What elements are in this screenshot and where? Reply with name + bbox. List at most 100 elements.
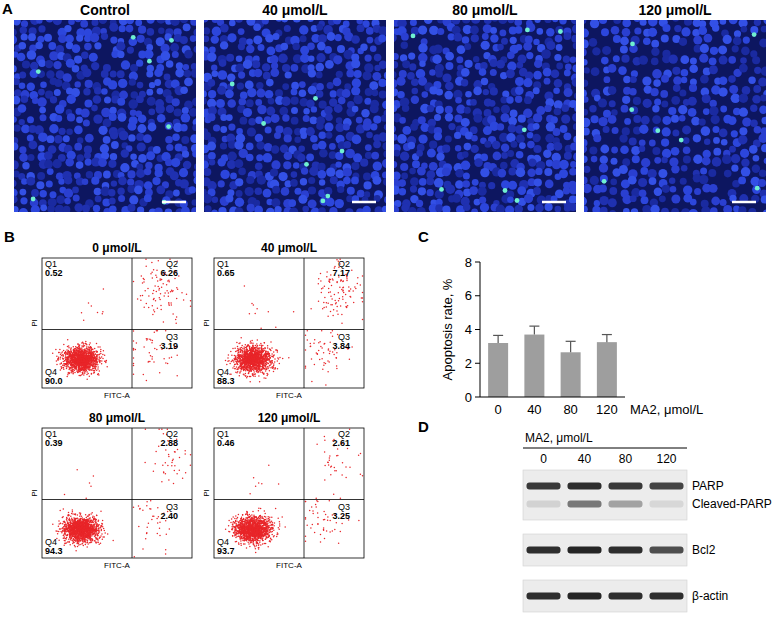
event-dot bbox=[171, 356, 173, 358]
nucleus bbox=[281, 43, 289, 51]
nucleus bbox=[631, 146, 640, 155]
nucleus bbox=[136, 60, 143, 67]
nucleus bbox=[411, 78, 419, 86]
nucleus bbox=[246, 45, 254, 53]
nucleus bbox=[761, 67, 770, 76]
nucleus bbox=[753, 85, 761, 93]
nucleus bbox=[365, 55, 372, 62]
event-dot bbox=[176, 316, 178, 318]
nucleus bbox=[155, 169, 163, 177]
event-dot bbox=[190, 300, 192, 302]
nucleus bbox=[336, 117, 343, 124]
nucleus bbox=[470, 99, 477, 106]
nucleus bbox=[37, 172, 45, 180]
nucleus bbox=[117, 70, 125, 78]
nucleus bbox=[235, 207, 244, 216]
nucleus bbox=[37, 36, 44, 43]
nucleus bbox=[591, 156, 598, 163]
nucleus bbox=[343, 168, 352, 177]
nucleus bbox=[741, 47, 750, 56]
event-dot bbox=[148, 361, 150, 363]
nucleus bbox=[622, 158, 630, 166]
nucleus bbox=[135, 19, 142, 26]
nucleus bbox=[663, 24, 671, 32]
nucleus bbox=[390, 185, 399, 194]
nucleus bbox=[763, 210, 770, 217]
nucleus bbox=[700, 75, 709, 84]
event-dot bbox=[175, 323, 177, 325]
tunel-positive bbox=[522, 127, 527, 132]
nucleus bbox=[528, 158, 536, 166]
nucleus bbox=[63, 135, 70, 142]
nucleus bbox=[258, 44, 265, 51]
nucleus bbox=[316, 24, 323, 31]
nucleus bbox=[640, 167, 648, 175]
nucleus bbox=[643, 37, 651, 45]
nucleus bbox=[267, 47, 276, 56]
nucleus bbox=[317, 170, 326, 179]
nucleus bbox=[184, 50, 193, 59]
nucleus bbox=[36, 17, 42, 23]
nucleus bbox=[732, 45, 739, 52]
nucleus bbox=[354, 70, 362, 78]
nucleus bbox=[220, 170, 229, 179]
nucleus bbox=[483, 89, 489, 95]
tunel-positive bbox=[325, 194, 330, 199]
nucleus bbox=[121, 60, 130, 69]
nucleus bbox=[554, 108, 562, 116]
nucleus bbox=[13, 124, 20, 131]
nucleus bbox=[297, 154, 305, 162]
nucleus bbox=[82, 179, 89, 186]
nucleus bbox=[764, 16, 773, 25]
tunel-positive bbox=[525, 28, 530, 33]
nucleus bbox=[207, 142, 216, 151]
nucleus bbox=[27, 134, 34, 141]
nucleus bbox=[651, 48, 659, 56]
event-dot bbox=[154, 311, 156, 313]
nucleus bbox=[54, 89, 61, 96]
nucleus bbox=[306, 127, 315, 136]
nucleus bbox=[722, 155, 732, 165]
event-dot bbox=[190, 306, 192, 308]
event-dot bbox=[168, 303, 170, 305]
nucleus bbox=[712, 157, 722, 167]
nucleus bbox=[402, 105, 409, 112]
event-dot bbox=[156, 349, 158, 351]
nucleus bbox=[427, 189, 434, 196]
nucleus bbox=[620, 46, 628, 54]
tunel-positive bbox=[411, 34, 416, 39]
nucleus bbox=[641, 116, 650, 125]
nucleus bbox=[679, 115, 686, 122]
nucleus bbox=[754, 19, 761, 26]
nucleus bbox=[183, 161, 191, 169]
nucleus bbox=[739, 127, 747, 135]
nucleus bbox=[622, 127, 630, 135]
nucleus bbox=[325, 60, 334, 69]
nucleus bbox=[284, 25, 291, 32]
nucleus bbox=[409, 168, 416, 175]
nucleus bbox=[638, 178, 647, 187]
nucleus bbox=[192, 124, 199, 131]
nucleus bbox=[445, 106, 453, 114]
nucleus bbox=[535, 168, 542, 175]
nucleus bbox=[515, 77, 524, 86]
nucleus bbox=[254, 205, 263, 214]
nucleus bbox=[759, 38, 768, 47]
tunel-positive bbox=[147, 59, 152, 64]
event-dot bbox=[143, 374, 145, 376]
nucleus bbox=[10, 116, 17, 123]
nucleus bbox=[375, 206, 383, 214]
nucleus bbox=[245, 187, 254, 196]
nucleus bbox=[326, 198, 335, 207]
event-dot bbox=[145, 266, 147, 268]
nucleus bbox=[8, 28, 16, 36]
nucleus bbox=[543, 68, 552, 77]
image-title: 120 μmol/L bbox=[638, 2, 712, 18]
nucleus bbox=[410, 19, 417, 26]
nucleus bbox=[619, 134, 627, 142]
nucleus bbox=[130, 153, 137, 160]
nucleus bbox=[225, 194, 233, 202]
nucleus bbox=[651, 88, 659, 96]
event-dot bbox=[150, 355, 152, 357]
nucleus bbox=[193, 170, 200, 177]
